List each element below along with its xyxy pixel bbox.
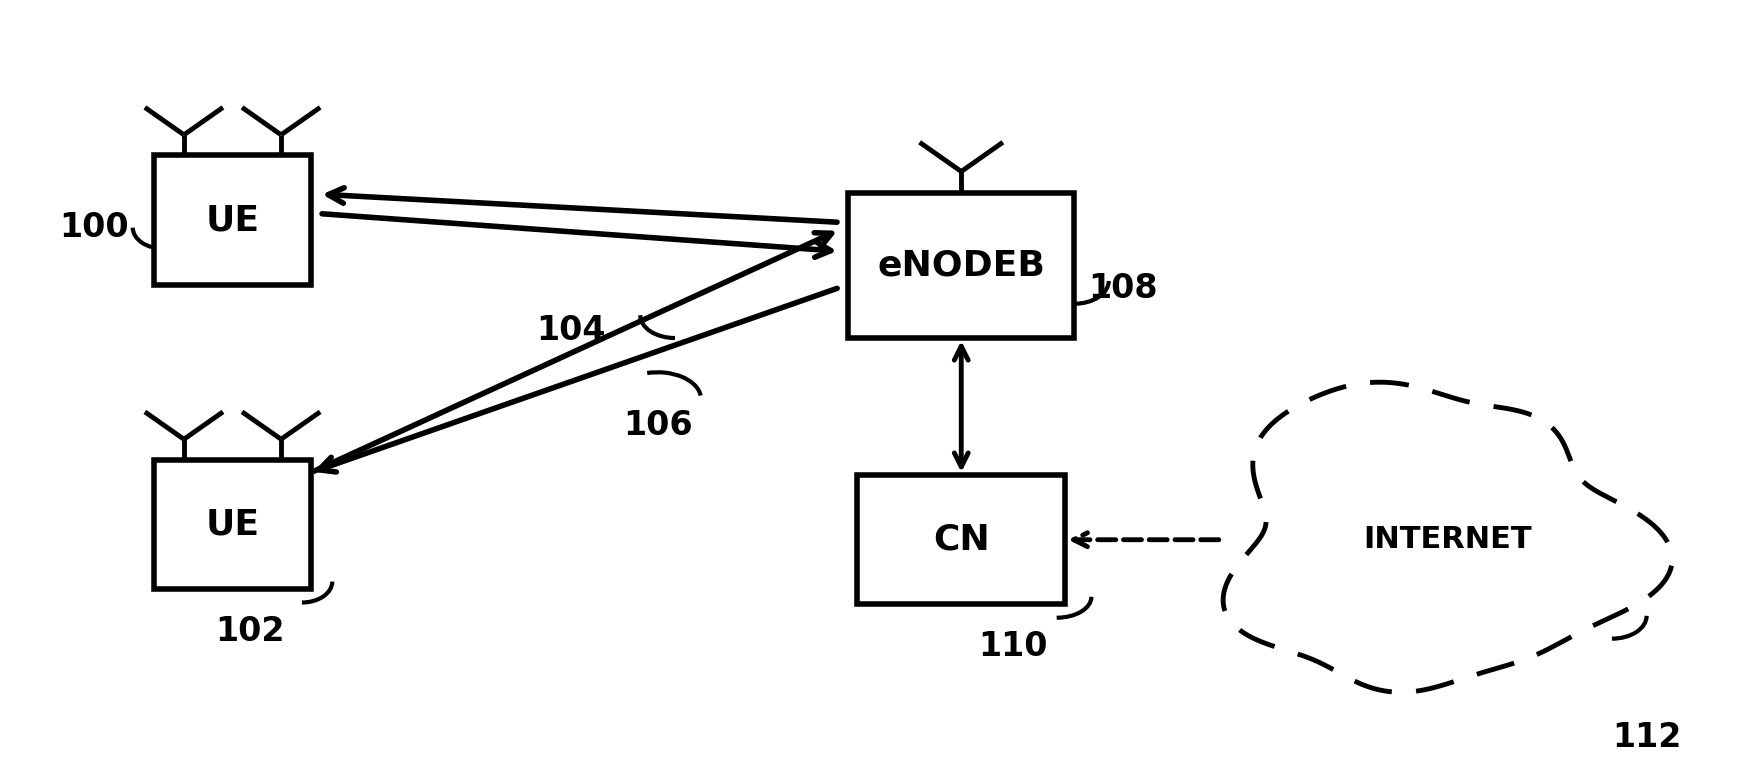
Text: UE: UE bbox=[205, 203, 259, 237]
Text: UE: UE bbox=[205, 508, 259, 542]
Text: 102: 102 bbox=[215, 615, 285, 648]
Text: 108: 108 bbox=[1087, 272, 1157, 305]
Text: CN: CN bbox=[932, 522, 989, 556]
Text: INTERNET: INTERNET bbox=[1362, 525, 1531, 554]
Text: 112: 112 bbox=[1612, 721, 1680, 754]
Bar bbox=[857, 475, 1065, 604]
Text: 110: 110 bbox=[979, 630, 1047, 663]
Bar bbox=[848, 194, 1073, 338]
Text: eNODEB: eNODEB bbox=[877, 249, 1045, 283]
Text: 100: 100 bbox=[59, 211, 129, 244]
Bar bbox=[154, 155, 311, 284]
Text: 106: 106 bbox=[622, 409, 692, 442]
Bar bbox=[154, 460, 311, 589]
Text: 104: 104 bbox=[537, 314, 605, 347]
